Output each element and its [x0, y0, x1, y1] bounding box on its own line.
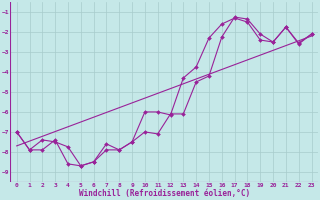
X-axis label: Windchill (Refroidissement éolien,°C): Windchill (Refroidissement éolien,°C) [78, 189, 250, 198]
